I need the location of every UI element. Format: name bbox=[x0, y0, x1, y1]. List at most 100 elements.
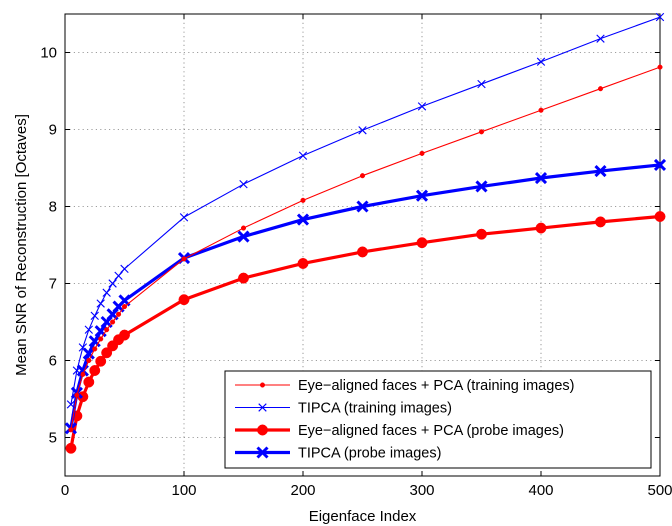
y-tick-label: 9 bbox=[49, 122, 57, 139]
data-point bbox=[476, 228, 487, 240]
x-tick-label: 500 bbox=[647, 482, 672, 499]
x-marker-stroke bbox=[655, 12, 665, 22]
y-tick-label: 7 bbox=[49, 276, 57, 293]
data-point bbox=[83, 376, 95, 388]
data-point bbox=[80, 371, 86, 377]
x-tick-label: 100 bbox=[171, 482, 196, 499]
legend-swatch-marker bbox=[256, 446, 269, 459]
series-1 bbox=[68, 64, 663, 433]
x-marker-stroke bbox=[108, 279, 117, 288]
data-point bbox=[657, 64, 663, 70]
x-marker-stroke bbox=[477, 79, 486, 89]
series-4 bbox=[64, 158, 667, 435]
legend-label: Eye−aligned faces + PCA (training images… bbox=[298, 378, 574, 394]
data-point bbox=[74, 392, 80, 398]
data-point bbox=[597, 86, 604, 92]
x-marker-stroke bbox=[66, 400, 76, 409]
data-point bbox=[357, 246, 368, 258]
x-marker-stroke bbox=[256, 446, 269, 459]
series-lines bbox=[64, 12, 667, 454]
x-marker-stroke bbox=[358, 126, 367, 135]
data-point bbox=[238, 272, 249, 284]
data-point bbox=[356, 200, 369, 213]
x-marker-stroke bbox=[102, 288, 111, 297]
x-marker-stroke bbox=[596, 34, 605, 43]
x-marker-stroke bbox=[296, 213, 310, 226]
legend-label: TIPCA (probe images) bbox=[298, 446, 441, 462]
x-marker-stroke bbox=[179, 213, 189, 222]
legend-entry: Eye−aligned faces + PCA (probe images) bbox=[235, 423, 564, 439]
x-marker-stroke bbox=[258, 403, 267, 412]
x-marker-stroke bbox=[653, 158, 667, 171]
data-point bbox=[84, 325, 93, 334]
x-marker-stroke bbox=[417, 102, 427, 111]
data-point bbox=[359, 173, 366, 179]
legend-entry: Eye−aligned faces + PCA (training images… bbox=[235, 378, 574, 394]
data-point bbox=[92, 346, 98, 352]
data-point bbox=[65, 442, 77, 454]
data-point bbox=[358, 126, 367, 135]
x-tick-label: 0 bbox=[61, 482, 69, 499]
x-marker-stroke bbox=[114, 271, 123, 280]
x-marker-stroke bbox=[239, 179, 248, 189]
data-point bbox=[104, 327, 110, 333]
series-2 bbox=[66, 12, 665, 409]
data-point bbox=[594, 165, 607, 178]
data-point bbox=[108, 279, 117, 288]
data-point bbox=[78, 343, 88, 352]
data-point bbox=[300, 197, 306, 203]
legend-swatch-marker bbox=[258, 403, 267, 412]
data-point bbox=[90, 311, 99, 321]
plot-frame bbox=[64, 13, 661, 477]
x-tick-label: 300 bbox=[409, 482, 434, 499]
x-marker-stroke bbox=[82, 347, 95, 360]
data-point bbox=[102, 288, 111, 297]
x-axis-title: Eigenface Index bbox=[309, 508, 417, 525]
data-point bbox=[96, 299, 105, 308]
data-point bbox=[95, 355, 107, 367]
x-marker-stroke bbox=[536, 57, 546, 66]
data-point bbox=[475, 180, 488, 193]
data-point bbox=[120, 264, 129, 274]
y-axis-title: Mean SNR of Reconstruction [Octaves] bbox=[13, 114, 30, 376]
x-marker-stroke bbox=[120, 264, 129, 274]
data-point bbox=[419, 150, 425, 156]
data-point bbox=[98, 336, 104, 342]
data-point bbox=[297, 258, 309, 269]
legend-swatch-marker bbox=[259, 382, 266, 388]
x-marker-stroke bbox=[88, 335, 101, 348]
data-point bbox=[534, 171, 548, 185]
legend: Eye−aligned faces + PCA (training images… bbox=[224, 370, 652, 469]
data-point bbox=[72, 366, 82, 375]
data-point bbox=[116, 311, 122, 317]
data-point bbox=[536, 57, 546, 66]
x-marker-stroke bbox=[475, 180, 488, 193]
y-tick-label: 10 bbox=[40, 45, 57, 62]
x-marker-stroke bbox=[594, 165, 607, 178]
data-point bbox=[478, 129, 485, 135]
data-point bbox=[298, 151, 308, 160]
data-point bbox=[653, 158, 667, 171]
x-marker-stroke bbox=[72, 366, 82, 375]
data-point bbox=[121, 304, 128, 310]
data-point bbox=[596, 34, 605, 43]
x-marker-stroke bbox=[78, 343, 88, 352]
data-point bbox=[595, 216, 606, 228]
x-tick-label: 200 bbox=[290, 482, 315, 499]
legend-box bbox=[224, 370, 652, 469]
x-marker-stroke bbox=[415, 189, 429, 202]
data-point bbox=[239, 179, 248, 189]
data-point bbox=[417, 102, 427, 111]
data-point bbox=[237, 230, 250, 243]
x-marker-stroke bbox=[298, 151, 308, 160]
x-marker-stroke bbox=[534, 171, 548, 185]
x-tick-label: 400 bbox=[528, 482, 553, 499]
x-marker-stroke bbox=[94, 325, 107, 338]
y-tick-label: 6 bbox=[49, 353, 57, 370]
data-point bbox=[538, 107, 544, 113]
x-marker-stroke bbox=[96, 299, 105, 308]
legend-entry: TIPCA (training images) bbox=[235, 401, 452, 417]
data-point bbox=[86, 357, 92, 364]
data-point bbox=[240, 225, 247, 231]
